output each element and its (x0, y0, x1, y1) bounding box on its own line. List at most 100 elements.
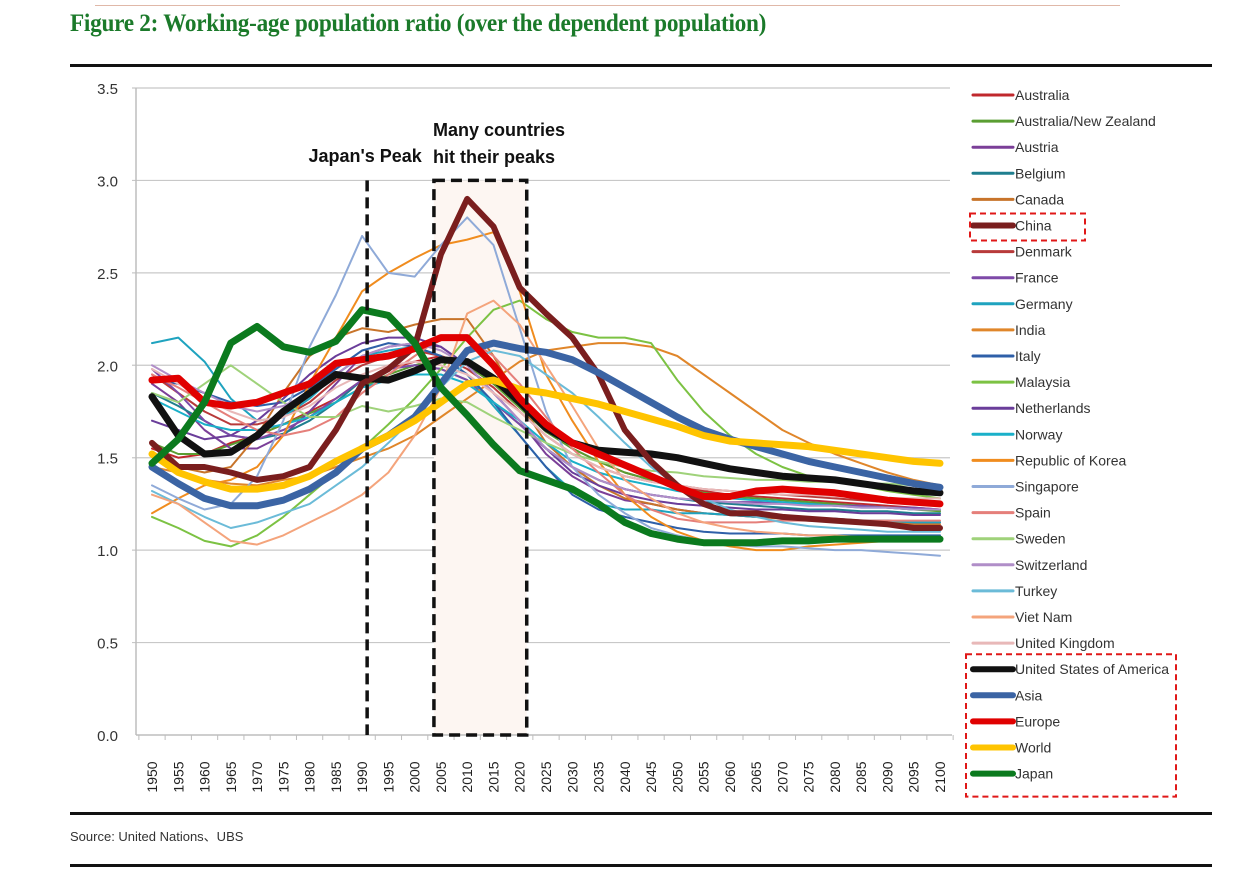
legend-label: Republic of Korea (1015, 452, 1127, 468)
legend-item-turkey: Turkey (971, 583, 1057, 599)
legend-item-singapore: Singapore (971, 479, 1079, 495)
x-tick-label: 1995 (380, 761, 396, 792)
aggregates-highlight-box (965, 653, 1177, 798)
legend-label: Netherlands (1015, 400, 1091, 416)
series-line-united-kingdom (151, 360, 941, 500)
legend-item-switzerland: Switzerland (971, 557, 1087, 573)
legend-item-india: India (971, 322, 1046, 338)
many-countries-label-line1: Many countries (433, 120, 565, 140)
legend-item-norway: Norway (971, 426, 1062, 442)
legend-label: Denmark (1015, 244, 1073, 260)
legend-item-united-kingdom: United Kingdom (971, 635, 1115, 651)
series-line-sweden (151, 364, 941, 487)
legend-label: United States of America (1015, 661, 1169, 677)
legend-item-malaysia: Malaysia (971, 374, 1070, 390)
y-tick-label: 0.0 (97, 728, 118, 745)
series-line-japan (148, 306, 944, 547)
series-line-asia (148, 339, 944, 510)
legend-item-belgium: Belgium (971, 165, 1066, 181)
top-decorative-rule (95, 5, 1120, 6)
series-line-singapore (151, 216, 941, 557)
legend-item-world: World (970, 740, 1051, 756)
series-line-switzerland (151, 342, 941, 511)
x-tick-label: 2020 (512, 761, 528, 792)
x-tick-label: 2085 (853, 761, 869, 792)
x-tick-label: 1990 (354, 761, 370, 792)
x-tick-label: 2005 (433, 761, 449, 792)
legend-item-republic-of-korea: Republic of Korea (971, 452, 1127, 468)
x-tick-label: 2100 (932, 761, 948, 792)
series-lines (148, 195, 944, 557)
x-tick-label: 1975 (275, 761, 291, 792)
legend-label: Belgium (1015, 165, 1066, 181)
x-tick-label: 2080 (827, 761, 843, 792)
legend-label: Sweden (1015, 531, 1066, 547)
legend-item-viet-nam: Viet Nam (971, 609, 1072, 625)
y-tick-label: 1.0 (97, 543, 118, 560)
x-tick-label: 2000 (407, 761, 423, 792)
x-tick-label: 1955 (170, 761, 186, 792)
x-tick-label: 2015 (485, 761, 501, 792)
x-tick-label: 2055 (696, 761, 712, 792)
legend-label: Singapore (1015, 479, 1079, 495)
axes: 0.0 0.5 1.0 1.5 2.0 2.5 3.0 3.5 1950 1955 1960 1965… (97, 81, 954, 793)
legend-item-france: France (971, 270, 1059, 286)
legend-label: India (1015, 322, 1046, 338)
x-tick-label: 2025 (538, 761, 554, 792)
legend-label: United Kingdom (1015, 635, 1115, 651)
footer-divider-bottom (70, 864, 1212, 867)
legend-label: Japan (1015, 766, 1053, 782)
legend-label: Asia (1015, 687, 1042, 703)
y-tick-label: 3.5 (97, 81, 118, 98)
annotations: Japan's Peak Many countries hit their peak… (308, 120, 565, 737)
legend-item-europe: Europe (970, 713, 1060, 729)
legend-item-australia: Australia (971, 87, 1070, 103)
gridlines (132, 87, 950, 644)
y-tick-label: 0.5 (97, 636, 118, 653)
peak-period-box-fill (433, 180, 527, 735)
x-tick-label: 2065 (748, 761, 764, 792)
legend-item-italy: Italy (971, 348, 1041, 364)
x-tick-label: 2075 (801, 761, 817, 792)
x-tick-label: 2040 (617, 761, 633, 792)
footer-divider-top (70, 812, 1212, 815)
x-tick-label: 2035 (591, 761, 607, 792)
legend-item-sweden: Sweden (971, 531, 1066, 547)
legend-label: Malaysia (1015, 374, 1070, 390)
series-line-turkey (151, 349, 941, 533)
series-line-world (148, 376, 944, 493)
legend-item-united-states-of-america: United States of America (970, 661, 1169, 677)
legend: Australia Australia/New Zealand Austria Bel… (965, 87, 1177, 798)
china-highlight-box (969, 212, 1086, 242)
x-tick-label: 2095 (906, 761, 922, 792)
legend-item-germany: Germany (971, 296, 1073, 312)
many-countries-label-line2: hit their peaks (433, 147, 555, 167)
title-divider (70, 64, 1212, 67)
legend-label: Germany (1015, 296, 1073, 312)
x-tick-label: 1985 (328, 761, 344, 792)
legend-item-japan: Japan (970, 766, 1053, 782)
x-tick-label: 2010 (459, 761, 475, 792)
legend-item-spain: Spain (971, 505, 1051, 521)
legend-label: China (1015, 218, 1052, 234)
legend-item-australia-new-zealand: Australia/New Zealand (971, 113, 1156, 129)
legend-label: Canada (1015, 191, 1064, 207)
x-tick-label: 2030 (564, 761, 580, 792)
legend-label: Viet Nam (1015, 609, 1072, 625)
x-tick-label: 1980 (302, 761, 318, 792)
x-tick-label: 2050 (669, 761, 685, 792)
legend-label: Spain (1015, 505, 1051, 521)
source-note: Source: United Nations、UBS (70, 829, 244, 844)
legend-item-china: China (970, 218, 1052, 234)
y-tick-label: 1.5 (97, 451, 118, 468)
legend-label: Switzerland (1015, 557, 1087, 573)
legend-label: Europe (1015, 713, 1060, 729)
legend-item-canada: Canada (971, 191, 1064, 207)
legend-label: World (1015, 740, 1051, 756)
legend-label: Norway (1015, 426, 1062, 442)
legend-item-netherlands: Netherlands (971, 400, 1091, 416)
figure-title: Figure 2: Working-age population ratio (… (70, 10, 767, 37)
legend-label: Australia (1015, 87, 1070, 103)
x-tick-label: 1960 (197, 761, 213, 792)
